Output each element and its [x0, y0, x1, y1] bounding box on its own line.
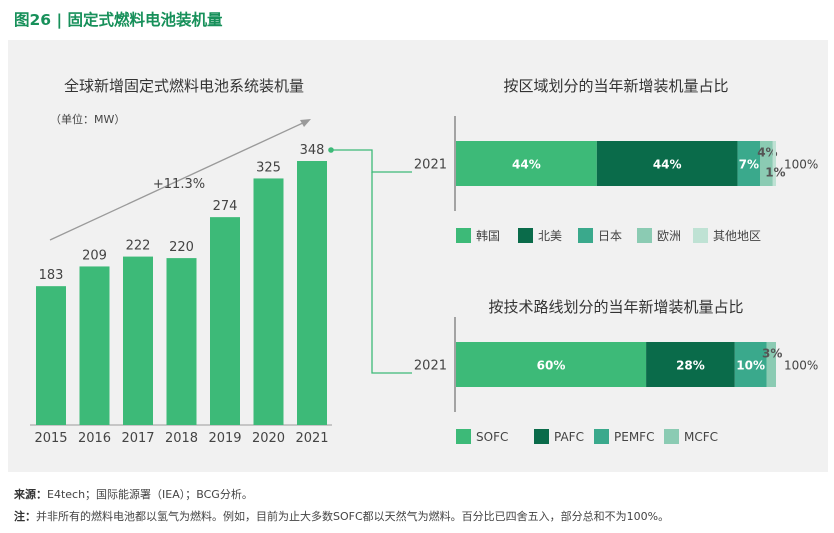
bar-2018: [166, 258, 197, 425]
stacked-chart-title: 按技术路线划分的当年新增装机量占比: [488, 298, 743, 316]
legend-label: 日本: [598, 229, 622, 243]
source-text: E4tech；国际能源署（IEA）；BCG分析。: [47, 488, 253, 501]
legend-swatch-欧洲: [637, 228, 652, 243]
segment-label: 60%: [537, 359, 566, 373]
segment-label: 44%: [653, 158, 682, 172]
bar-2020: [253, 178, 284, 425]
stacked-segment-北美: [596, 141, 738, 186]
bar-value-label: 348: [300, 143, 325, 158]
stacked-category-label: 2021: [414, 158, 447, 173]
figure-title: 图26 | 固定式燃料电池装机量: [14, 11, 223, 29]
bar-2016: [79, 266, 110, 425]
connector-line-region: [331, 149, 412, 173]
legend-label: PAFC: [554, 430, 584, 444]
bar-value-label: 274: [213, 199, 238, 214]
legend-swatch-北美: [518, 228, 533, 243]
stacked-segment-日本: [737, 141, 760, 186]
legend-swatch-PEMFC: [594, 429, 609, 444]
footer-source: 来源：E4tech；国际能源署（IEA）；BCG分析。: [14, 486, 253, 502]
legend-label: SOFC: [476, 430, 508, 444]
legend-label: 北美: [538, 229, 562, 243]
bar-value-label: 183: [39, 268, 64, 283]
bar-2021: [297, 161, 327, 425]
legend-label: 韩国: [476, 228, 500, 243]
bar-chart-subtitle: （单位：MW）: [50, 112, 125, 126]
stacked-segment-SOFC: [456, 342, 647, 387]
segment-label: 1%: [765, 166, 785, 180]
stacked-segment-韩国: [456, 141, 597, 186]
x-tick-label: 2021: [295, 431, 328, 446]
segment-label: 44%: [512, 158, 541, 172]
stacked-total-label: 100%: [784, 359, 818, 373]
bar-chart-title: 全球新增固定式燃料电池系统装机量: [64, 77, 304, 95]
connector-line-tech: [371, 172, 412, 374]
x-tick-label: 2015: [34, 431, 67, 446]
stacked-segment-其他地区: [772, 141, 776, 186]
stacked-total-label: 100%: [784, 158, 818, 172]
legend-swatch-MCFC: [664, 429, 679, 444]
segment-label: 4%: [757, 146, 777, 160]
legend-swatch-SOFC: [456, 429, 471, 444]
legend-label: MCFC: [684, 430, 718, 444]
growth-annotation: +11.3%: [153, 177, 205, 192]
stacked-segment-PAFC: [646, 342, 735, 387]
bar-value-label: 325: [256, 160, 281, 175]
segment-label: 28%: [676, 359, 705, 373]
stacked-category-label: 2021: [414, 359, 447, 374]
growth-arrow-head: [300, 119, 311, 127]
bar-value-label: 220: [169, 240, 194, 255]
segment-label: 3%: [762, 347, 782, 361]
stacked-segment-PEMFC: [734, 342, 767, 387]
legend-swatch-日本: [578, 228, 593, 243]
segment-label: 7%: [739, 158, 759, 172]
stacked-chart-title: 按区域划分的当年新增装机量占比: [503, 77, 728, 95]
legend-label: PEMFC: [614, 430, 654, 444]
legend-swatch-PAFC: [534, 429, 549, 444]
x-tick-label: 2020: [252, 431, 285, 446]
legend-label: 其他地区: [713, 229, 761, 243]
segment-label: 10%: [736, 359, 765, 373]
bar-2015: [36, 286, 66, 425]
growth-arrow-line: [49, 121, 306, 241]
stacked-segment-欧洲: [760, 141, 773, 186]
source-label: 来源：: [14, 488, 47, 501]
legend-swatch-韩国: [456, 228, 471, 243]
bar-value-label: 209: [82, 248, 107, 263]
note-label: 注：: [14, 510, 36, 523]
footer-note: 注：并非所有的燃料电池都以氢气为燃料。例如，目前为止大多数SOFC都以天然气为燃…: [14, 508, 669, 524]
bar-value-label: 222: [126, 239, 151, 254]
x-tick-label: 2019: [208, 431, 241, 446]
stacked-segment-MCFC: [766, 342, 776, 387]
note-text: 并非所有的燃料电池都以氢气为燃料。例如，目前为止大多数SOFC都以天然气为燃料。…: [36, 510, 670, 523]
x-tick-label: 2016: [78, 431, 111, 446]
bar-2017: [123, 256, 153, 425]
x-tick-label: 2017: [121, 431, 154, 446]
legend-swatch-其他地区: [693, 228, 708, 243]
x-tick-label: 2018: [165, 431, 198, 446]
bar-2019: [210, 217, 240, 425]
legend-label: 欧洲: [657, 229, 681, 243]
